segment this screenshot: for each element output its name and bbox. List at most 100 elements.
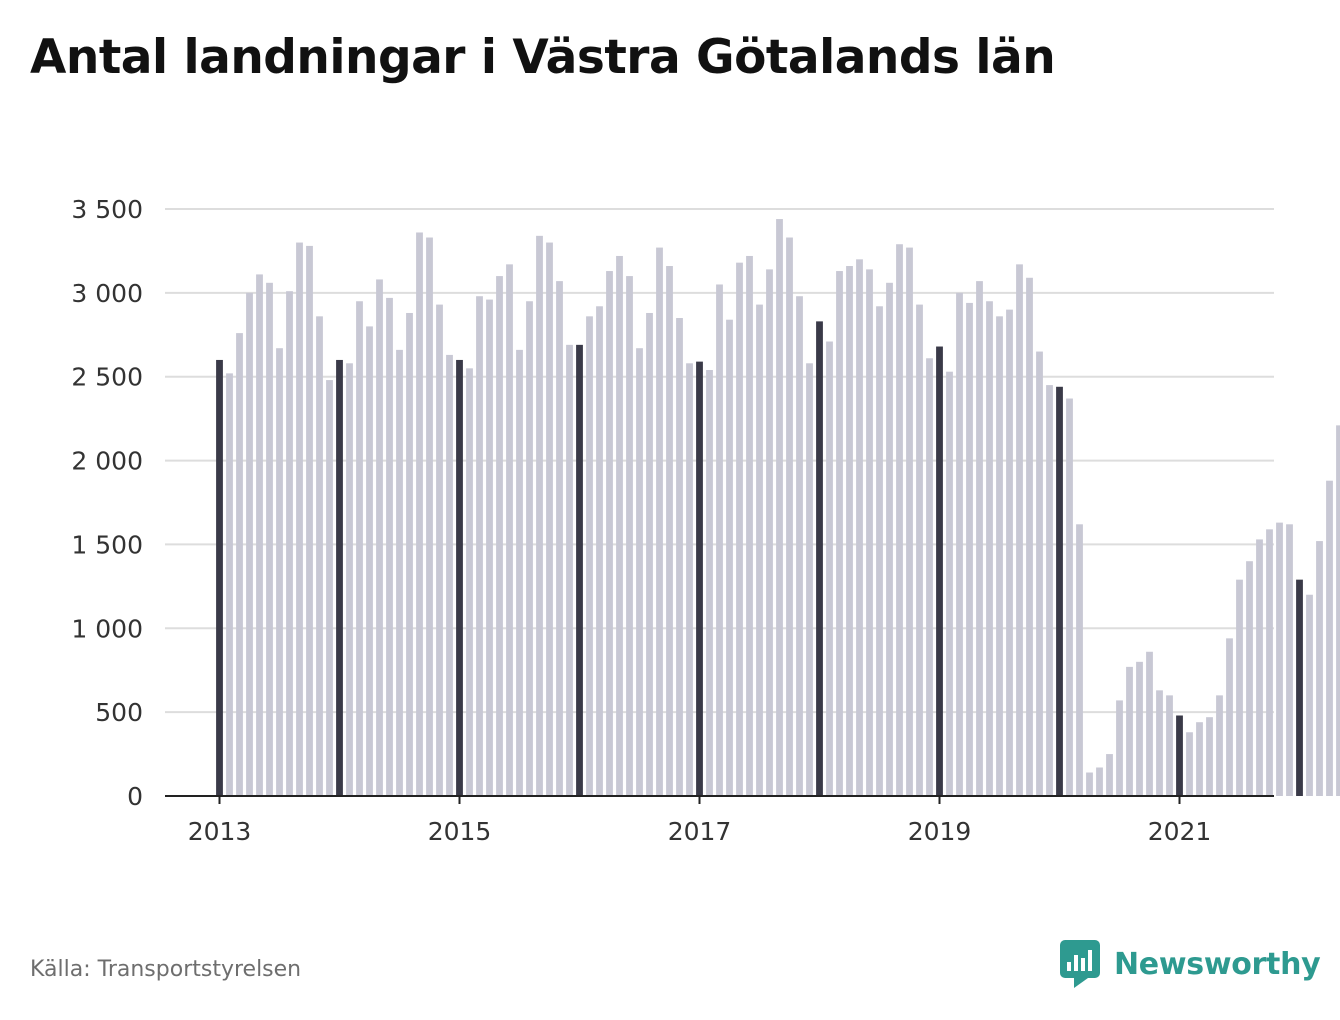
- bar: [366, 326, 373, 796]
- bar: [596, 306, 603, 796]
- newsworthy-logo-icon: [1060, 940, 1100, 988]
- bar: [1136, 661, 1143, 796]
- bar: [1116, 700, 1123, 796]
- bar: [256, 274, 263, 796]
- x-tick-label: 2017: [668, 817, 732, 846]
- bar: [476, 296, 483, 796]
- bar: [826, 341, 833, 796]
- bar: [776, 219, 783, 796]
- bar: [906, 247, 913, 796]
- bar: [276, 348, 283, 796]
- bar: [1276, 522, 1283, 796]
- bar: [1046, 385, 1053, 796]
- bar-january: [936, 346, 943, 796]
- bar: [846, 266, 853, 797]
- y-tick-label: 3 500: [71, 195, 143, 224]
- bar: [636, 348, 643, 796]
- bar: [466, 368, 473, 796]
- bar: [1086, 772, 1093, 796]
- bar: [296, 242, 303, 797]
- bars: [216, 219, 1340, 797]
- bar: [1266, 529, 1273, 796]
- axes: [165, 795, 1274, 804]
- bar: [1236, 579, 1243, 796]
- bar: [356, 301, 363, 796]
- bar: [1286, 524, 1293, 796]
- bar: [956, 292, 963, 796]
- bar: [716, 284, 723, 796]
- bar: [1166, 695, 1173, 796]
- bar: [446, 354, 453, 796]
- bar: [876, 306, 883, 796]
- bar: [1186, 732, 1193, 796]
- bar: [416, 232, 423, 797]
- bar: [626, 276, 633, 797]
- bar: [1096, 767, 1103, 796]
- bar: [986, 301, 993, 796]
- bar: [726, 319, 733, 796]
- bar: [1246, 561, 1253, 796]
- bar: [496, 276, 503, 797]
- bar: [376, 279, 383, 796]
- bar: [996, 316, 1003, 796]
- bar: [1126, 666, 1133, 796]
- bar: [526, 301, 533, 796]
- bar-january: [696, 361, 703, 796]
- bar-chart: 0 500 1 000 1 500 2 000 2 500 3 000 3 500 2013 2…: [71, 195, 1340, 846]
- bar: [806, 363, 813, 796]
- x-axis-labels: 201320152017201920212023: [188, 817, 1212, 846]
- bar: [1106, 754, 1113, 796]
- bar: [606, 271, 613, 796]
- bar: [656, 247, 663, 796]
- newsworthy-logo: Newsworthy: [1060, 940, 1321, 988]
- bar: [406, 312, 413, 796]
- bar: [976, 281, 983, 796]
- page-title: Antal landningar i Västra Götalands län: [30, 30, 1056, 85]
- bar: [796, 296, 803, 796]
- bar: [1196, 722, 1203, 796]
- bar: [686, 363, 693, 796]
- bar: [756, 304, 763, 796]
- bar: [436, 304, 443, 796]
- bar-january: [1056, 386, 1063, 796]
- bar: [1156, 690, 1163, 796]
- bar: [236, 333, 243, 796]
- bar: [896, 244, 903, 797]
- y-axis-labels: 0 500 1 000 1 500 2 000 2 500 3 000 3 500: [71, 195, 143, 811]
- x-tick-label: 2015: [428, 817, 492, 846]
- bar: [1146, 651, 1153, 796]
- bar-january: [216, 359, 223, 796]
- bar: [1036, 351, 1043, 796]
- x-tick-label: 2021: [1148, 817, 1212, 846]
- bar: [836, 271, 843, 796]
- bar: [676, 318, 683, 796]
- bar: [426, 237, 433, 797]
- bar: [1216, 695, 1223, 796]
- bar: [646, 312, 653, 796]
- bar: [226, 373, 233, 796]
- bar: [706, 370, 713, 796]
- bar: [1026, 277, 1033, 797]
- bar: [536, 235, 543, 796]
- bar: [286, 291, 293, 796]
- bar: [1336, 425, 1340, 796]
- bar-january: [1296, 579, 1303, 796]
- bar-january: [576, 344, 583, 796]
- bar: [306, 245, 313, 796]
- bar: [766, 269, 773, 796]
- x-tick-label: 2019: [908, 817, 972, 846]
- bar-january: [816, 321, 823, 796]
- bar: [1226, 638, 1233, 796]
- y-tick-label: 1 000: [71, 614, 143, 643]
- bar: [326, 380, 333, 796]
- bar: [786, 237, 793, 797]
- y-tick-label: 500: [95, 698, 143, 727]
- bar: [616, 255, 623, 796]
- bar: [916, 304, 923, 796]
- bar: [866, 269, 873, 796]
- bar: [556, 281, 563, 796]
- bar: [946, 371, 953, 796]
- bar: [1206, 717, 1213, 796]
- bar: [506, 264, 513, 796]
- bar: [246, 292, 253, 796]
